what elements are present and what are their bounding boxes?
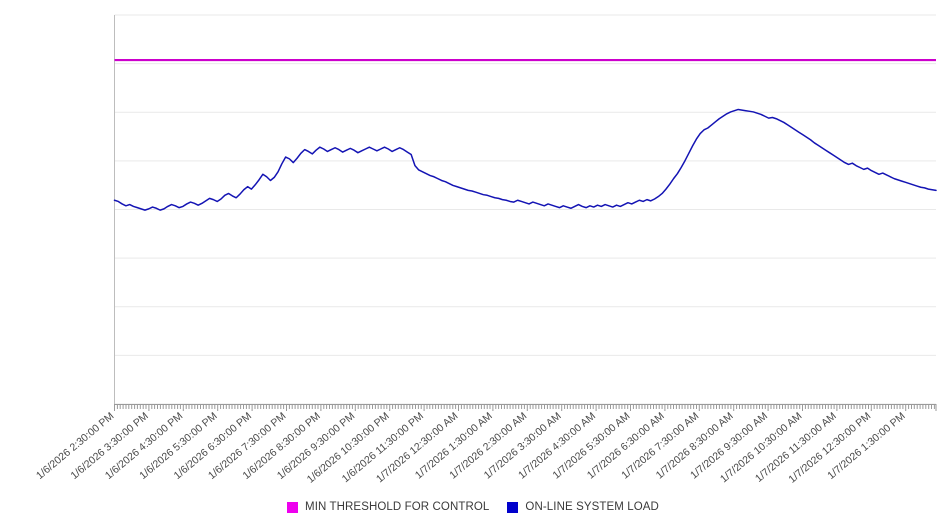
legend-label-min-threshold-for-control: MIN THRESHOLD FOR CONTROL xyxy=(305,501,490,513)
x-axis-tick-labels: 1/6/2026 2:30:00 PM1/6/2026 3:30:00 PM1/… xyxy=(34,410,908,486)
gridlines xyxy=(114,14,936,405)
legend-item-min-threshold-for-control[interactable]: MIN THRESHOLD FOR CONTROL xyxy=(287,501,489,513)
x-axis-ticks xyxy=(114,404,937,411)
axis-lines xyxy=(114,15,936,405)
legend-swatch-blue xyxy=(507,501,519,513)
legend-item-on-line-system-load[interactable]: ON-LINE SYSTEM LOAD xyxy=(507,501,659,513)
system-load-line xyxy=(113,108,937,211)
legend-swatch-magenta xyxy=(287,501,299,513)
legend-label-on-line-system-load: ON-LINE SYSTEM LOAD xyxy=(525,501,659,513)
chart-legend: MIN THRESHOLD FOR CONTROL ON-LINE SYSTEM… xyxy=(0,496,946,518)
series-on-line-system-load xyxy=(113,108,937,211)
